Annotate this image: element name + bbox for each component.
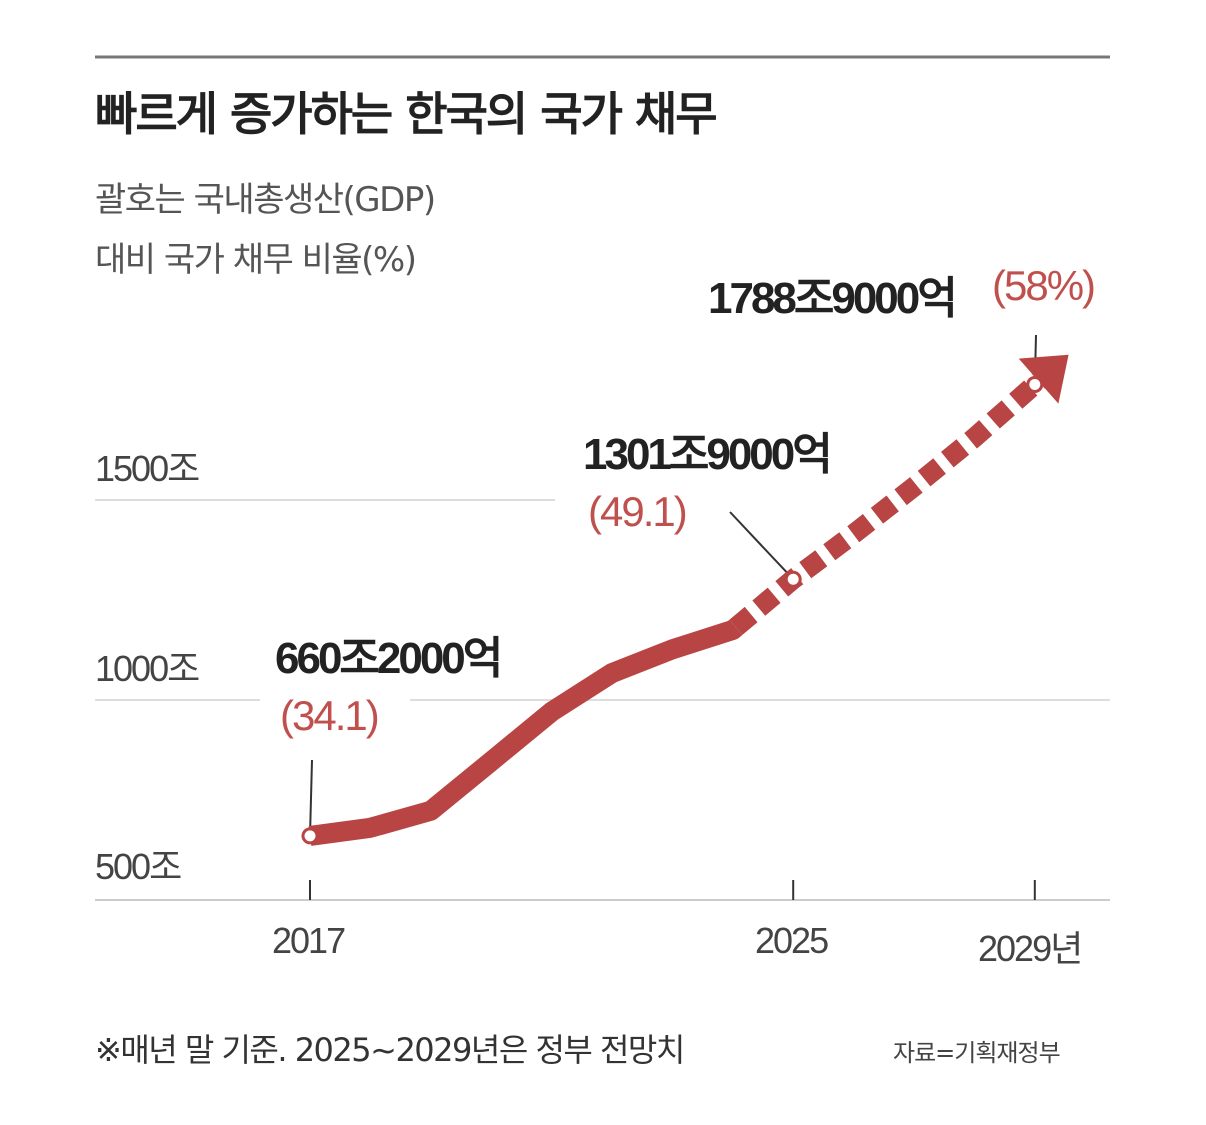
y-tick-label-500: 500조 <box>95 846 182 887</box>
data-label-2029-value: 1788조9000억 <box>708 274 958 323</box>
data-label-2017-value: 660조2000억 <box>275 634 503 683</box>
chart-subtitle-line-1: 괄호는 국내총생산(GDP) <box>95 180 436 220</box>
y-tick-label-1000: 1000조 <box>95 648 200 689</box>
source-credit: 자료=기획재정부 <box>893 1039 1061 1067</box>
leader-line-2025 <box>729 511 794 580</box>
x-tick-label-2025: 2025 <box>755 920 829 961</box>
leader-line-2017 <box>309 759 313 836</box>
chart-subtitle-line-2: 대비 국가 채무 비율(%) <box>95 240 417 280</box>
x-tick-label-2017: 2017 <box>272 920 346 961</box>
data-label-2029-pct: (58%) <box>992 262 1096 309</box>
x-tick-label-2029: 2029년 <box>978 928 1083 969</box>
data-label-2017-pct: (34.1) <box>280 692 380 739</box>
data-label-2025-value: 1301조9000억 <box>583 430 833 479</box>
data-point-2025 <box>784 570 802 588</box>
actual-debt-line <box>308 619 743 846</box>
data-point-2029 <box>1026 375 1044 393</box>
footnote: ※매년 말 기준. 2025~2029년은 정부 전망치 <box>95 1031 685 1069</box>
chart-title: 빠르게 증가하는 한국의 국가 채무 <box>95 87 718 141</box>
data-point-2017 <box>301 827 319 845</box>
data-label-2025-pct: (49.1) <box>588 488 688 535</box>
arrowhead-icon <box>1018 354 1069 404</box>
y-tick-label-1500: 1500조 <box>95 448 200 489</box>
